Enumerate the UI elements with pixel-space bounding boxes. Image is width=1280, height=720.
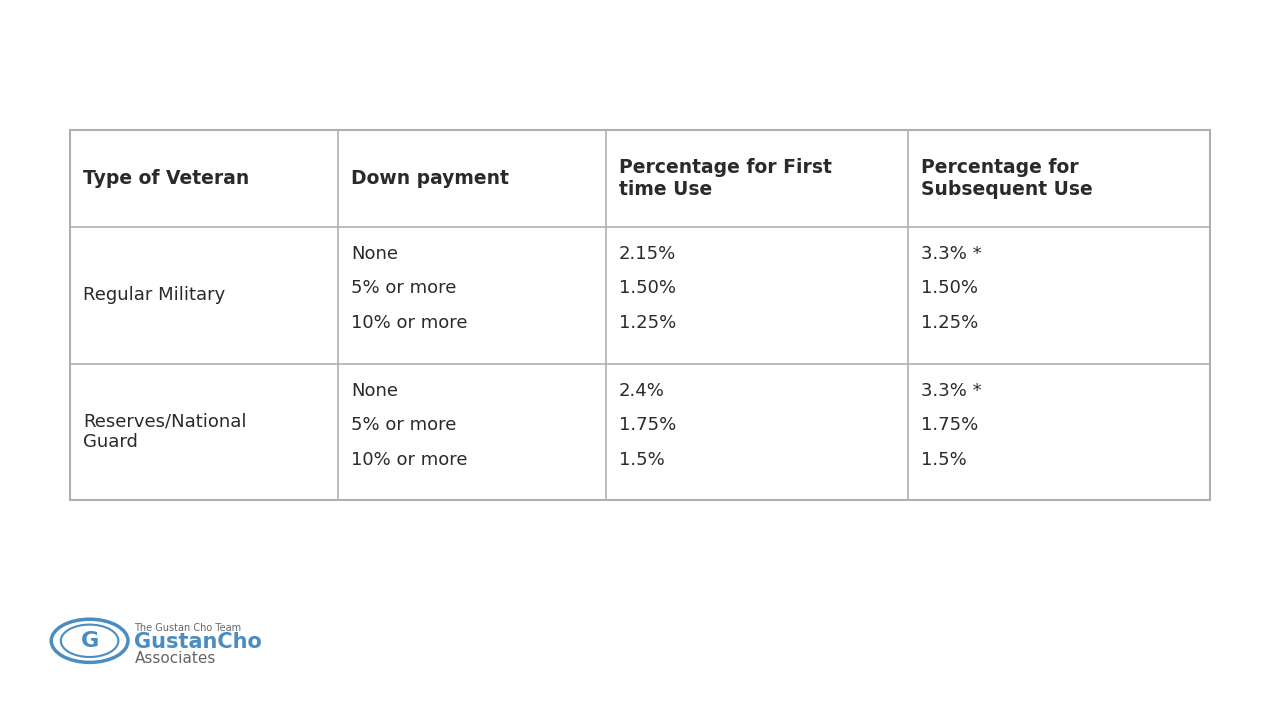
Text: 1.50%: 1.50% [920,279,978,297]
Text: The Gustan Cho Team: The Gustan Cho Team [134,623,242,633]
Text: 1.50%: 1.50% [618,279,676,297]
Text: 5% or more: 5% or more [351,416,456,434]
Text: Type of Veteran: Type of Veteran [83,168,250,188]
Text: 1.25%: 1.25% [920,314,978,332]
Text: Regular Military: Regular Military [83,287,225,304]
Text: 3.3% *: 3.3% * [920,245,982,263]
Text: 5% or more: 5% or more [351,279,456,297]
Text: G: G [81,631,99,651]
Text: None: None [351,245,398,263]
Text: Percentage for First
time Use: Percentage for First time Use [618,158,832,199]
Text: 3.3% *: 3.3% * [920,382,982,400]
Text: GustanCho: GustanCho [134,632,262,652]
Text: Associates: Associates [134,652,216,666]
Text: Down payment: Down payment [351,168,508,188]
Text: 2.15%: 2.15% [618,245,676,263]
Text: 1.75%: 1.75% [618,416,676,434]
Text: 2.4%: 2.4% [618,382,664,400]
Text: Percentage for
Subsequent Use: Percentage for Subsequent Use [920,158,1092,199]
Text: 10% or more: 10% or more [351,451,467,469]
Text: 1.75%: 1.75% [920,416,978,434]
Text: 10% or more: 10% or more [351,314,467,332]
Text: 1.5%: 1.5% [618,451,664,469]
Text: 1.5%: 1.5% [920,451,966,469]
Text: 1.25%: 1.25% [618,314,676,332]
Text: Reserves/National
Guard: Reserves/National Guard [83,413,247,451]
Text: None: None [351,382,398,400]
